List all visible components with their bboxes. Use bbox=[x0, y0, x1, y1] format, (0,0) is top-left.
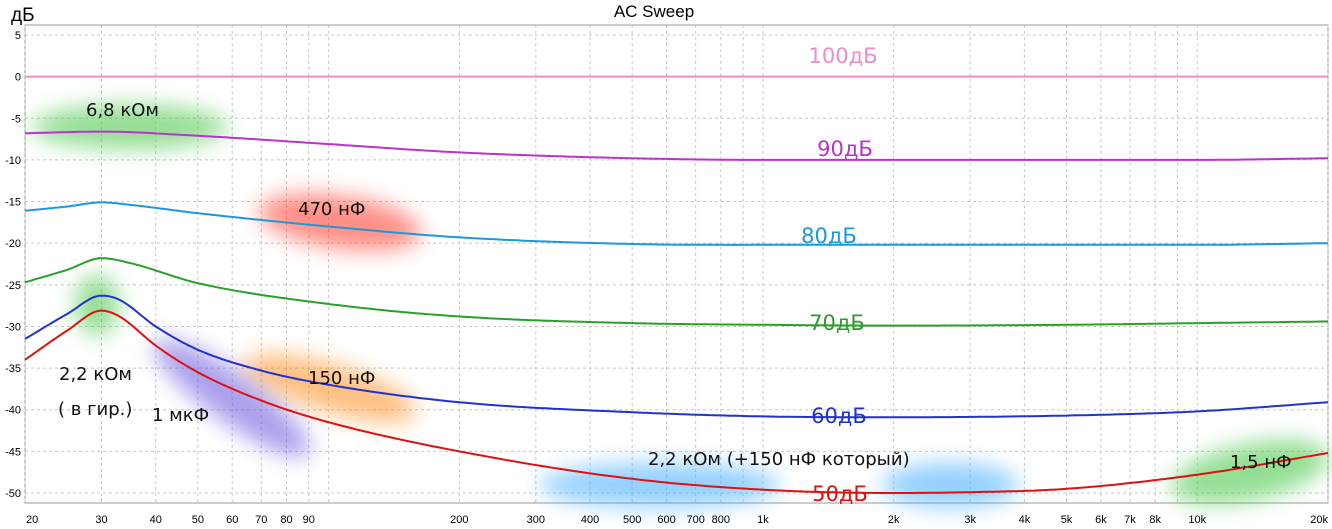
x-tick-label: 8k bbox=[1149, 514, 1161, 526]
series-lines bbox=[24, 75, 1329, 494]
series-line-4 bbox=[24, 294, 1329, 419]
y-tick-label: 0 bbox=[15, 72, 21, 84]
highlight-green-6k8 bbox=[32, 105, 228, 149]
series-label-3: 70дБ bbox=[809, 311, 865, 335]
annotation-label: 470 нФ bbox=[298, 199, 365, 220]
x-tick-label: 80 bbox=[280, 514, 292, 526]
highlight-orange-150n bbox=[243, 354, 417, 422]
chart-title: AC Sweep bbox=[614, 2, 694, 21]
y-tick-label: -25 bbox=[5, 280, 21, 292]
y-tick-label: -40 bbox=[5, 405, 21, 417]
x-tick-label: 40 bbox=[150, 514, 162, 526]
y-tick-label: -50 bbox=[5, 488, 21, 500]
x-tick-label: 400 bbox=[581, 514, 599, 526]
x-tick-label: 6k bbox=[1095, 514, 1107, 526]
grid-lines bbox=[24, 25, 1329, 503]
x-tick-label: 5k bbox=[1061, 514, 1073, 526]
series-label-1: 90дБ bbox=[817, 137, 873, 161]
annotation-label: 1 мкФ bbox=[152, 405, 209, 426]
x-tick-label: 1k bbox=[757, 514, 769, 526]
y-tick-label: -20 bbox=[5, 238, 21, 250]
y-tick-labels: 5 0 -5 -10 -15 -20 -25 -30 -35 -40 -45 -50 bbox=[5, 30, 21, 500]
y-tick-label: -15 bbox=[5, 197, 21, 209]
y-axis-unit-label: дБ bbox=[11, 5, 35, 26]
x-tick-label: 50 bbox=[192, 514, 204, 526]
annotation-label: 1,5 нФ bbox=[1230, 452, 1292, 473]
x-tick-label: 60 bbox=[226, 514, 238, 526]
y-tick-label: -35 bbox=[5, 363, 21, 375]
x-tick-label: 20 bbox=[26, 514, 38, 526]
x-tick-label: 90 bbox=[303, 514, 315, 526]
plot-background bbox=[24, 24, 1329, 504]
x-tick-label: 3k bbox=[964, 514, 976, 526]
y-tick-label: 5 bbox=[15, 30, 21, 42]
highlight-blue-wide-right bbox=[882, 463, 1018, 507]
y-tick-label: -5 bbox=[11, 113, 21, 125]
y-tick-label: -45 bbox=[5, 446, 21, 458]
x-tick-label: 2k bbox=[888, 514, 900, 526]
x-tick-label: 7k bbox=[1124, 514, 1136, 526]
series-label-2: 80дБ bbox=[801, 224, 857, 248]
x-tick-labels: 20 30 40 50 60 70 80 90 200 300 400 500 600 700 800 1k 2… bbox=[26, 514, 1328, 526]
annotation-label: 6,8 кОм bbox=[86, 100, 159, 121]
x-tick-label: 800 bbox=[712, 514, 730, 526]
highlight-green-1n5 bbox=[1171, 439, 1329, 505]
annotation-label: 2,2 кОм (+150 нФ который) bbox=[648, 449, 910, 470]
series-labels: 100дБ 90дБ 80дБ 70дБ 60дБ 50дБ bbox=[801, 44, 877, 506]
y-tick-label: -10 bbox=[5, 155, 21, 167]
x-tick-label: 200 bbox=[450, 514, 468, 526]
x-tick-label: 10k bbox=[1188, 514, 1206, 526]
highlight-green-2k2 bbox=[75, 275, 119, 335]
series-line-2 bbox=[24, 201, 1329, 246]
x-tick-label: 600 bbox=[657, 514, 675, 526]
series-label-5: 50дБ bbox=[812, 482, 868, 506]
series-label-4: 60дБ bbox=[811, 404, 867, 428]
y-tick-label: -30 bbox=[5, 321, 21, 333]
series-line-3 bbox=[24, 257, 1328, 327]
x-tick-label: 300 bbox=[527, 514, 545, 526]
x-tick-label: 70 bbox=[255, 514, 267, 526]
annotation-label: 150 нФ bbox=[308, 368, 375, 389]
x-tick-label: 20k bbox=[1310, 514, 1328, 526]
series-line-5 bbox=[24, 309, 1329, 494]
series-line-1 bbox=[24, 130, 1329, 161]
x-tick-label: 500 bbox=[623, 514, 641, 526]
annotation-label: 2,2 кОм bbox=[59, 364, 132, 385]
series-label-0: 100дБ bbox=[808, 44, 877, 68]
annotation-label: ( в гир.) bbox=[58, 399, 132, 420]
x-tick-label: 30 bbox=[95, 514, 107, 526]
highlight-red-470n bbox=[258, 193, 422, 251]
annotations: 6,8 кОм 470 нФ 2,2 кОм ( в гир.) 1 мкФ 150 нФ… bbox=[58, 100, 1292, 473]
x-tick-label: 4k bbox=[1019, 514, 1031, 526]
x-tick-label: 700 bbox=[686, 514, 704, 526]
